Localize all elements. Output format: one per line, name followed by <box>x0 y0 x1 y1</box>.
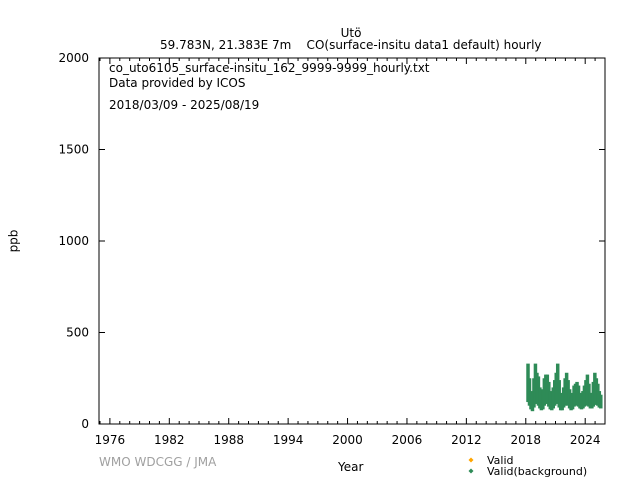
chart-subtitle: 59.783N, 21.383E 7m CO(surface-insitu da… <box>160 38 542 52</box>
legend-label-valid: Valid <box>487 454 514 467</box>
y-tick-label: 1500 <box>58 143 89 157</box>
legend-label-background: Valid(background) <box>487 465 588 478</box>
legend-marker-icon <box>468 457 474 463</box>
y-tick-label: 1000 <box>58 234 89 248</box>
y-tick-label: 2000 <box>58 51 89 65</box>
x-tick-label: 1976 <box>95 433 126 447</box>
x-tick-label: 1994 <box>273 433 304 447</box>
legend-marker-icon <box>468 468 474 474</box>
chart-title: Utö <box>340 26 362 40</box>
x-tick-label: 2006 <box>392 433 423 447</box>
x-tick-label: 2024 <box>570 433 601 447</box>
annotation-filename: co_uto6105_surface-insitu_162_9999-9999_… <box>109 61 430 75</box>
x-tick-label: 2012 <box>451 433 482 447</box>
x-tick-label: 2000 <box>332 433 363 447</box>
x-axis-label: Year <box>338 460 364 474</box>
credit-text: WMO WDCGG / JMA <box>99 455 217 469</box>
y-tick-label: 500 <box>66 326 89 340</box>
x-tick-label: 1982 <box>154 433 185 447</box>
x-tick-label: 2018 <box>511 433 542 447</box>
x-tick-label: 1988 <box>213 433 244 447</box>
annotation-provider: Data provided by ICOS <box>109 76 246 90</box>
y-tick-label: 0 <box>81 417 89 431</box>
annotation-daterange: 2018/03/09 - 2025/08/19 <box>109 98 260 112</box>
data-point <box>599 394 603 409</box>
